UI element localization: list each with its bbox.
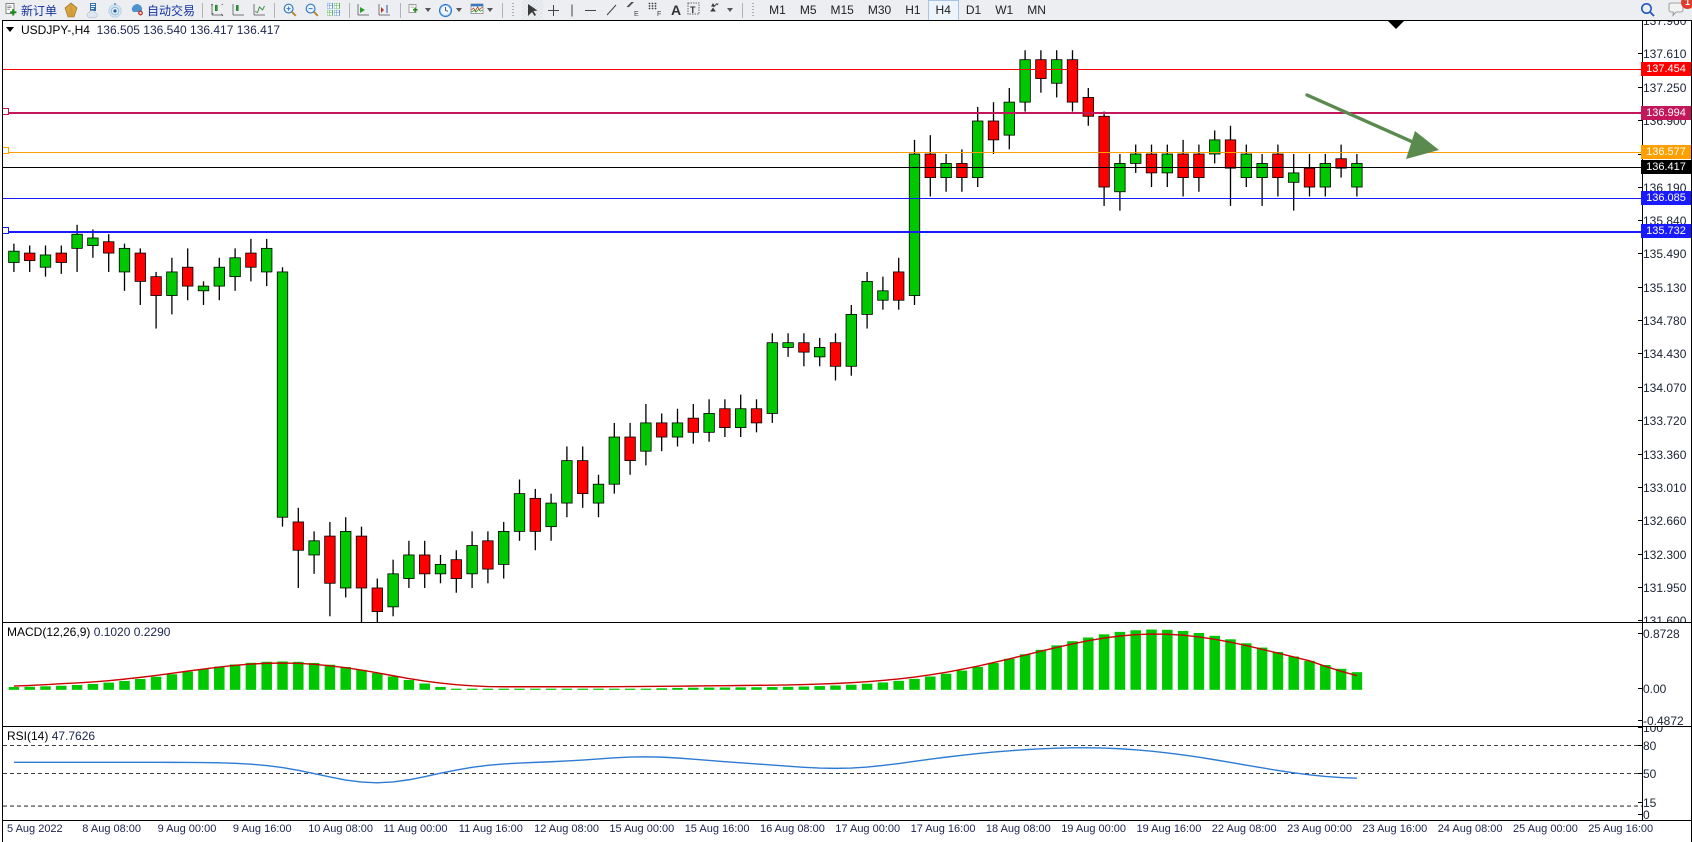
svg-text:E: E bbox=[634, 11, 639, 18]
svg-text:F: F bbox=[657, 11, 661, 18]
svg-text:T: T bbox=[690, 5, 696, 15]
